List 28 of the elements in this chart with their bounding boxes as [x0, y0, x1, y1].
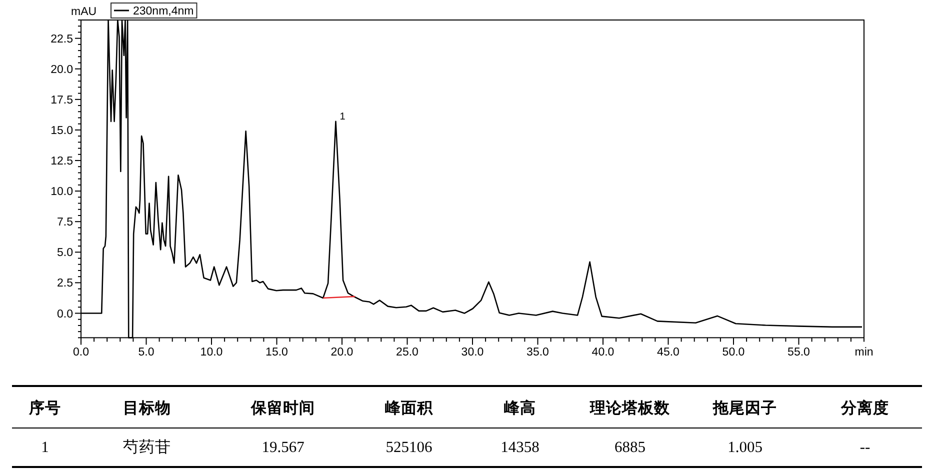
- y-tick-label: 7.5: [57, 216, 73, 229]
- annotation: 1: [340, 111, 346, 122]
- y-tick-label: 2.5: [57, 278, 73, 290]
- x-tick-label: 45.0: [657, 346, 680, 359]
- y-tick-label: 17.5: [50, 94, 73, 106]
- legend: 230nm,4nm: [110, 2, 198, 18]
- table: 序号 目标物 保留时间 峰面积 峰高 理论塔板数 拖尾因子 分离度 1 芍药苷 19.567 525106 14358 6885 1.005 --: [12, 385, 922, 468]
- x-tick-label: 5.0: [138, 346, 154, 359]
- y-tick-label: 15.0: [50, 124, 73, 137]
- legend-label: 230nm,4nm: [133, 6, 194, 18]
- x-tick-label: 30.0: [461, 346, 484, 359]
- x-tick-label: 40.0: [592, 346, 614, 359]
- x-tick-label: 25.0: [396, 346, 418, 359]
- x-tick-label: 55.0: [788, 346, 810, 359]
- x-tick-label: 10.0: [200, 346, 223, 359]
- x-axis-title: min: [854, 346, 874, 359]
- x-tick-label: 15.0: [266, 346, 288, 359]
- y-tick-label: 5.0: [57, 247, 73, 260]
- x-tick-label: 0.0: [73, 346, 89, 359]
- y-tick-label: 12.5: [50, 156, 73, 168]
- x-tick-label: 20.0: [330, 346, 354, 359]
- x-tick-label: 35.0: [526, 346, 549, 359]
- y-axis-title: mAU: [71, 6, 97, 18]
- y-tick-label: 10.0: [50, 186, 73, 198]
- y-tick-label: 22.5: [50, 33, 73, 46]
- y-tick-label: 20.0: [50, 64, 73, 76]
- x-tick-label: 50.0: [722, 346, 745, 359]
- y-tick-label: 0.0: [57, 308, 73, 320]
